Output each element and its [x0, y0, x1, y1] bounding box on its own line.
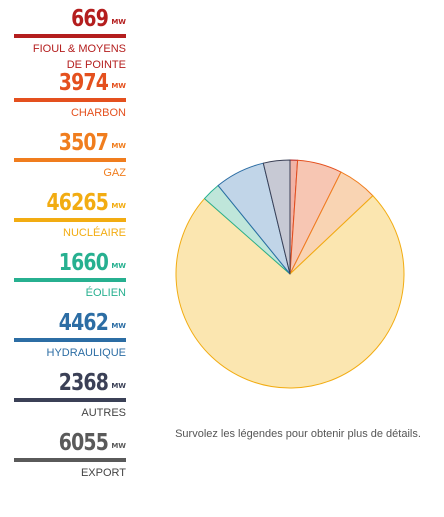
legend-value: 4462: [59, 310, 109, 336]
legend-label: FIOUL & MOYENS: [32, 43, 126, 55]
legend-color-bar: [14, 158, 126, 162]
legend-unit: MW: [111, 202, 126, 210]
legend-item[interactable]: 6055 MW EXPORT: [14, 432, 126, 481]
legend-label: HYDRAULIQUE: [46, 347, 126, 359]
legend-value: 46265: [46, 190, 109, 216]
legend-value-row: 3507 MW: [14, 132, 126, 155]
legend-color-bar: [14, 278, 126, 282]
legend-value-row: 4462 MW: [14, 312, 126, 335]
legend-item[interactable]: 46265 MW NUCLÉAIRE: [14, 192, 126, 241]
legend-color-bar: [14, 338, 126, 342]
legend-item[interactable]: 3974 MW CHARBON: [14, 72, 126, 121]
legend-label: DE POINTE: [66, 59, 126, 71]
legend-label: AUTRES: [81, 407, 126, 419]
legend-label: EXPORT: [80, 467, 126, 479]
legend-label: NUCLÉAIRE: [63, 227, 126, 239]
pie-slice[interactable]: [262, 159, 291, 275]
legend-value: 2368: [59, 370, 109, 396]
legend-value-row: 46265 MW: [14, 192, 126, 215]
legend-value: 1660: [59, 250, 109, 276]
legend-value-row: 6055 MW: [14, 432, 126, 455]
legend-value: 6055: [59, 430, 109, 456]
legend-color-bar: [14, 458, 126, 462]
legend-item[interactable]: 2368 MW AUTRES: [14, 372, 126, 421]
legend-unit: MW: [111, 442, 126, 450]
legend-item[interactable]: 3507 MW GAZ: [14, 132, 126, 181]
legend-color-bar: [14, 34, 126, 38]
legend-color-bar: [14, 218, 126, 222]
legend-label: CHARBON: [70, 107, 126, 119]
legend-unit: MW: [111, 322, 126, 330]
legend-color-bar: [14, 98, 126, 102]
legend-unit: MW: [111, 18, 126, 26]
legend-value-row: 3974 MW: [14, 72, 126, 95]
legend-value-row: 669 MW: [14, 8, 126, 31]
pie-chart: [175, 159, 405, 389]
legend-label: ÉOLIEN: [85, 287, 126, 299]
legend-item[interactable]: 4462 MW HYDRAULIQUE: [14, 312, 126, 361]
pie-slice[interactable]: [175, 195, 405, 389]
legend-unit: MW: [111, 142, 126, 150]
legend-unit: MW: [111, 262, 126, 270]
legend-value: 3507: [59, 130, 109, 156]
legend-label: GAZ: [103, 167, 126, 179]
legend-color-bar: [14, 398, 126, 402]
hover-hint: Survolez les légendes pour obtenir plus …: [175, 428, 421, 440]
legend-item[interactable]: 1660 MW ÉOLIEN: [14, 252, 126, 301]
legend-value-row: 2368 MW: [14, 372, 126, 395]
legend-unit: MW: [111, 382, 126, 390]
legend-item[interactable]: 669 MW FIOUL & MOYENS DE POINTE: [14, 8, 126, 73]
legend-unit: MW: [111, 82, 126, 90]
legend-value: 3974: [59, 70, 109, 96]
legend-value: 669: [71, 6, 109, 32]
legend-value-row: 1660 MW: [14, 252, 126, 275]
